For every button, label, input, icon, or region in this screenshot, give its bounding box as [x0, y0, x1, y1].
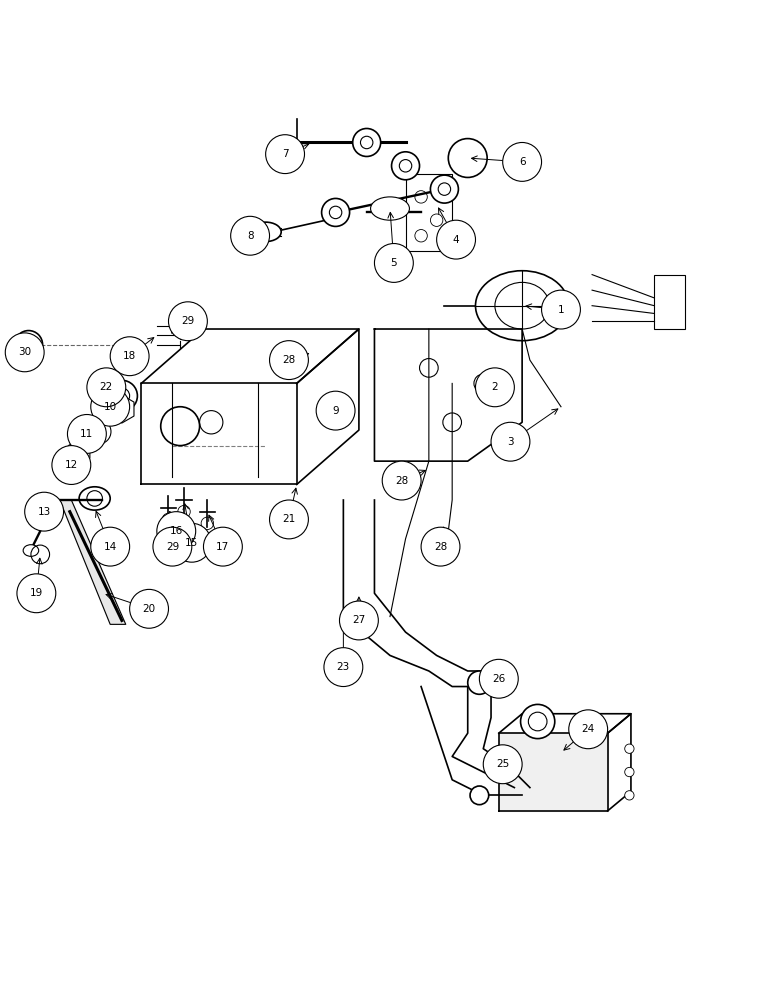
- Circle shape: [421, 527, 460, 566]
- Circle shape: [204, 527, 243, 566]
- Circle shape: [90, 527, 129, 566]
- Text: 4: 4: [452, 235, 459, 245]
- Circle shape: [480, 659, 518, 698]
- Circle shape: [339, 601, 378, 640]
- Text: 22: 22: [100, 382, 113, 392]
- Circle shape: [541, 290, 580, 329]
- Ellipse shape: [23, 545, 39, 556]
- Text: 18: 18: [123, 351, 136, 361]
- Circle shape: [476, 368, 514, 407]
- Ellipse shape: [79, 487, 110, 510]
- Text: 21: 21: [282, 514, 296, 524]
- Circle shape: [491, 422, 530, 461]
- Circle shape: [52, 446, 90, 484]
- Circle shape: [431, 175, 459, 203]
- Text: 13: 13: [37, 507, 51, 517]
- Circle shape: [569, 710, 608, 749]
- Circle shape: [448, 139, 488, 177]
- Circle shape: [270, 341, 308, 380]
- Circle shape: [468, 671, 491, 694]
- Polygon shape: [60, 500, 126, 624]
- Text: 12: 12: [65, 460, 78, 470]
- Circle shape: [316, 391, 355, 430]
- Circle shape: [392, 152, 420, 180]
- Ellipse shape: [370, 197, 410, 220]
- Circle shape: [502, 142, 541, 181]
- Text: 27: 27: [353, 615, 366, 625]
- Text: 28: 28: [282, 355, 296, 365]
- Text: 6: 6: [519, 157, 526, 167]
- Circle shape: [67, 415, 106, 453]
- Circle shape: [157, 512, 196, 551]
- Text: 17: 17: [216, 542, 229, 552]
- Text: 10: 10: [104, 402, 117, 412]
- Circle shape: [5, 333, 44, 372]
- Circle shape: [270, 500, 308, 539]
- Text: 29: 29: [181, 316, 194, 326]
- Circle shape: [625, 744, 634, 753]
- Circle shape: [86, 419, 111, 444]
- Circle shape: [168, 302, 207, 341]
- Text: 19: 19: [30, 588, 43, 598]
- Text: 30: 30: [18, 347, 31, 357]
- Circle shape: [321, 198, 349, 226]
- Polygon shape: [499, 733, 608, 811]
- Circle shape: [153, 527, 192, 566]
- Text: 1: 1: [558, 305, 564, 315]
- Circle shape: [470, 786, 489, 805]
- Text: 3: 3: [507, 437, 514, 447]
- Circle shape: [520, 704, 555, 739]
- Circle shape: [87, 368, 126, 407]
- Text: 24: 24: [582, 724, 595, 734]
- Circle shape: [324, 648, 363, 687]
- Circle shape: [17, 574, 56, 613]
- Circle shape: [106, 380, 137, 411]
- Text: 8: 8: [246, 231, 254, 241]
- Circle shape: [25, 492, 63, 531]
- Circle shape: [437, 220, 476, 259]
- Text: 25: 25: [496, 759, 509, 769]
- Text: 28: 28: [434, 542, 447, 552]
- Bar: [654, 275, 686, 329]
- Circle shape: [90, 387, 129, 426]
- Text: 23: 23: [337, 662, 350, 672]
- Circle shape: [484, 745, 522, 784]
- Text: 9: 9: [332, 406, 339, 416]
- Text: 14: 14: [104, 542, 117, 552]
- Polygon shape: [69, 439, 90, 464]
- Circle shape: [266, 135, 304, 174]
- Circle shape: [374, 244, 413, 282]
- Text: 29: 29: [166, 542, 179, 552]
- Circle shape: [382, 461, 421, 500]
- Text: 11: 11: [80, 429, 94, 439]
- Text: 20: 20: [143, 604, 156, 614]
- Circle shape: [110, 337, 149, 376]
- Text: 5: 5: [391, 258, 397, 268]
- Text: 15: 15: [185, 538, 198, 548]
- Ellipse shape: [250, 222, 281, 242]
- Circle shape: [625, 791, 634, 800]
- Circle shape: [15, 331, 43, 359]
- Text: 26: 26: [492, 674, 505, 684]
- Circle shape: [625, 767, 634, 777]
- Circle shape: [353, 128, 381, 156]
- Text: 2: 2: [491, 382, 498, 392]
- Text: 28: 28: [395, 476, 408, 486]
- Text: 7: 7: [282, 149, 289, 159]
- Circle shape: [231, 216, 270, 255]
- Circle shape: [129, 589, 168, 628]
- Circle shape: [172, 523, 211, 562]
- Polygon shape: [110, 395, 134, 423]
- Text: 16: 16: [169, 526, 183, 536]
